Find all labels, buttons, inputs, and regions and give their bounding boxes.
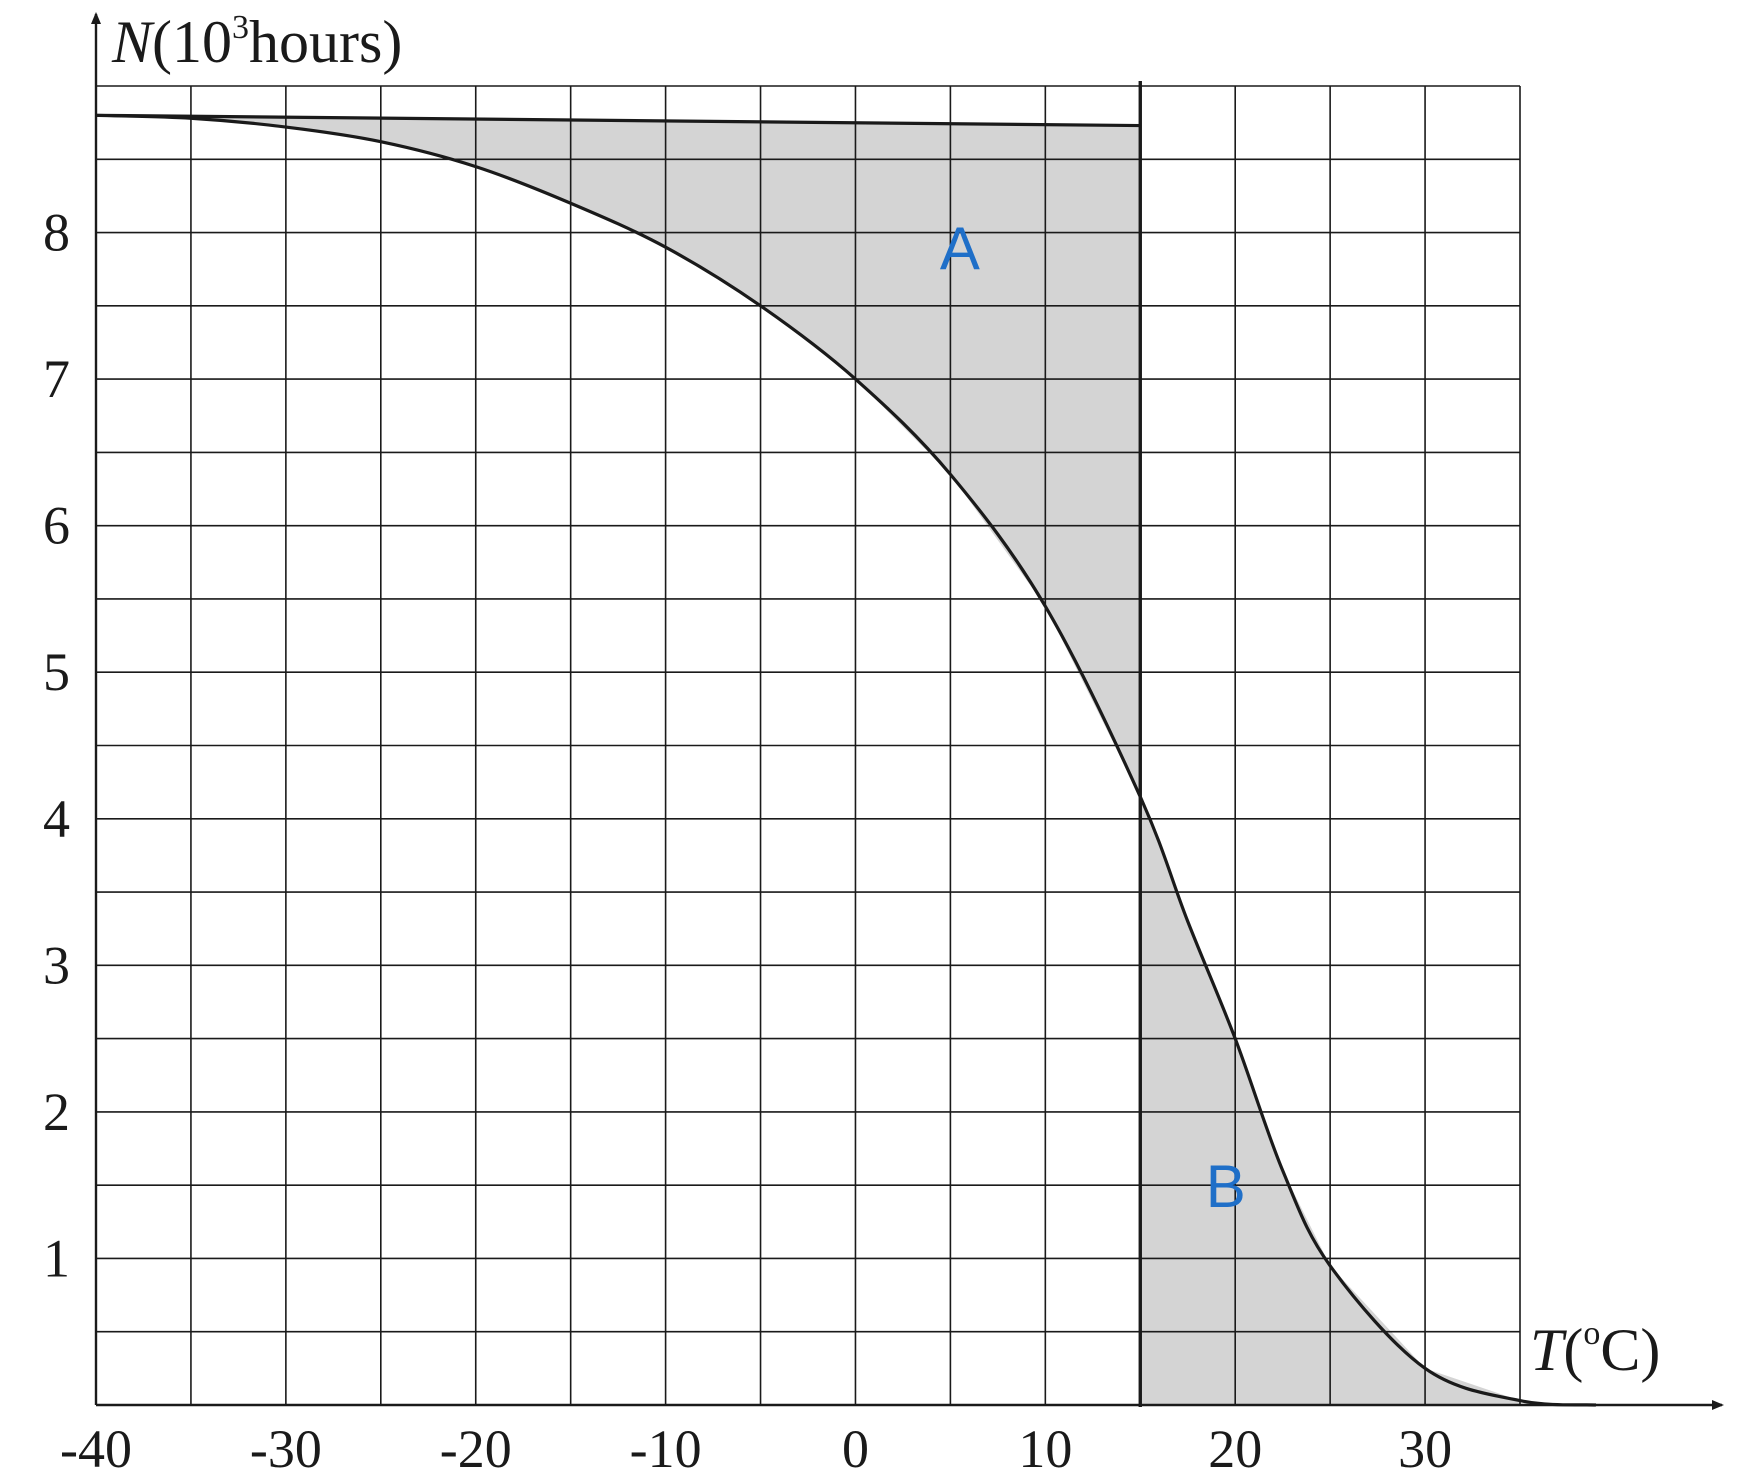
x-tick-label: 0 <box>842 1419 869 1474</box>
y-axis-var: N <box>111 9 155 75</box>
y-axis-unit-open: (10 <box>152 9 232 75</box>
region-label-A: A <box>940 215 980 282</box>
y-tick-label: 2 <box>43 1082 70 1142</box>
x-tick-label: 30 <box>1398 1419 1452 1474</box>
x-tick-label: -20 <box>440 1419 512 1474</box>
x-tick-label: -10 <box>630 1419 702 1474</box>
y-axis-label: N(103hours) <box>111 9 402 75</box>
y-tick-label: 1 <box>43 1228 70 1288</box>
y-axis-unit-close: hours) <box>249 9 402 75</box>
x-tick-label: 20 <box>1208 1419 1262 1474</box>
x-axis-unit-exp: o <box>1583 1315 1600 1352</box>
y-tick-label: 3 <box>43 935 70 995</box>
x-axis-unit-open: ( <box>1563 1317 1583 1383</box>
y-tick-label: 6 <box>43 496 70 556</box>
series-lines <box>95 81 1597 1407</box>
y-tick-label: 7 <box>43 349 70 409</box>
x-axis-var: T <box>1530 1317 1567 1383</box>
y-tick-label: 4 <box>43 789 70 849</box>
axes <box>91 12 1724 1410</box>
x-tick-label: -40 <box>60 1419 132 1474</box>
y-axis-unit-exp: 3 <box>232 9 249 46</box>
grid <box>95 85 1521 1406</box>
x-tick-label: 10 <box>1018 1419 1072 1474</box>
x-axis-label: T(oC) <box>1530 1315 1660 1383</box>
shaded-region-A <box>96 115 1141 797</box>
series-line-N-curve <box>95 113 1597 1407</box>
shaded-regions <box>96 115 1520 1405</box>
x-tick-label: -30 <box>250 1419 322 1474</box>
tick-labels: -40 -30 -20 -10 0 10 20 30 1 2 3 4 5 6 7 8 <box>43 203 1452 1474</box>
y-tick-label: 8 <box>43 203 70 263</box>
region-annotations: AB <box>940 215 1246 1220</box>
region-label-B: B <box>1206 1153 1246 1220</box>
series-line-upper <box>95 113 1141 128</box>
x-axis-unit-close: C) <box>1600 1317 1660 1383</box>
y-tick-label: 5 <box>43 642 70 702</box>
